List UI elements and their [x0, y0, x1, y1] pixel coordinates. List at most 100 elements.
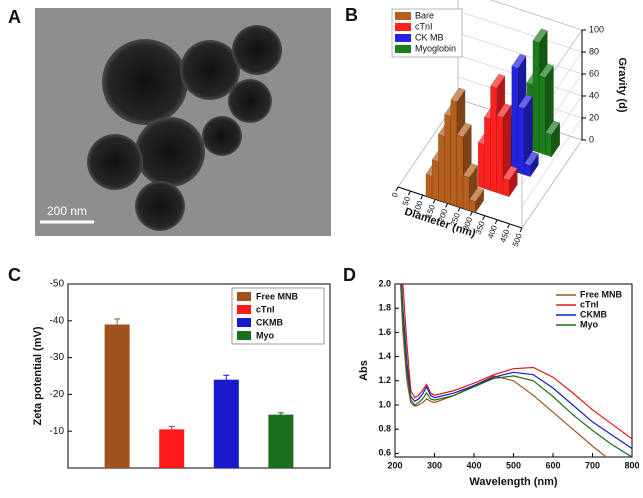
y-tick-label: -20	[50, 389, 65, 400]
x-tick-label: 400	[466, 460, 481, 470]
chart-bar: -50 -40 -30 -20 -10 Zeta potential (mV) Free M…	[32, 279, 331, 469]
y-axis-label: Abs	[358, 360, 370, 381]
bar	[517, 106, 525, 176]
bar-top	[538, 63, 554, 79]
bar	[444, 114, 451, 205]
bar	[431, 159, 439, 201]
panel-label: A	[8, 7, 21, 27]
bar-top	[450, 87, 466, 103]
x-tick-label: 300	[461, 215, 474, 231]
z-tick-label: 100	[589, 24, 604, 34]
x-tick-label: 250	[449, 211, 462, 227]
legend-swatch	[395, 34, 411, 42]
legend-swatch	[237, 331, 251, 340]
panel-label: C	[8, 265, 21, 285]
y-tick-label: 1.4	[378, 351, 391, 361]
particle	[232, 25, 282, 75]
z-tick-label: 0	[589, 134, 594, 144]
legend-swatch	[395, 45, 411, 53]
series-group	[400, 284, 632, 457]
bar	[477, 142, 485, 189]
x-tick-label: 100	[412, 199, 425, 215]
bar	[523, 163, 531, 178]
x-tick-label: 400	[486, 224, 499, 240]
bar	[496, 115, 504, 195]
z-tick-label: 40	[589, 90, 599, 100]
legend-label: Free MNB	[256, 291, 299, 301]
bar	[213, 379, 239, 468]
y-tick-label: 0.6	[378, 448, 391, 458]
legend-swatch	[237, 318, 251, 327]
legend-label: cTnI	[415, 21, 433, 31]
panel-label: B	[345, 5, 358, 25]
x-tick-label: 500	[506, 460, 521, 470]
x-tick-label: 50	[401, 195, 413, 207]
x-tick-label: 300	[427, 460, 442, 470]
bar-top	[468, 187, 485, 202]
z-tick-label: 80	[589, 46, 599, 56]
x-tick	[420, 194, 424, 200]
x-tick	[395, 186, 399, 192]
particle	[102, 39, 188, 125]
bar	[538, 75, 546, 156]
z-tick-label: 60	[589, 68, 599, 78]
bar	[511, 65, 519, 173]
x-tick-label: 200	[387, 460, 402, 470]
legend-swatch	[237, 305, 251, 314]
line	[400, 284, 632, 457]
bar	[490, 85, 497, 193]
legend-label: CKMB	[580, 309, 607, 319]
particle	[228, 79, 272, 123]
legend-label: cTnI	[256, 304, 275, 314]
bar	[469, 199, 476, 213]
particle	[87, 134, 143, 190]
y-tick-label: -50	[50, 279, 65, 290]
bar	[104, 324, 130, 468]
x-tick-label: 200	[436, 207, 449, 223]
particle	[135, 181, 185, 231]
y-tick-label: 1.0	[378, 399, 391, 409]
legend-label: CK MB	[415, 32, 444, 42]
bar	[545, 132, 552, 158]
particle	[180, 40, 240, 100]
legend-label: Myo	[580, 319, 599, 329]
x-tick	[469, 211, 473, 216]
bar	[450, 99, 458, 207]
particle	[135, 117, 205, 187]
x-tick	[494, 219, 498, 225]
x-tick	[432, 199, 436, 204]
x-tick	[482, 215, 486, 220]
bar-top	[456, 122, 472, 138]
bar	[532, 40, 540, 154]
y-tick-label: -30	[50, 352, 65, 363]
x-tick	[519, 227, 523, 233]
legend-label: cTnI	[580, 299, 599, 309]
z-axis-label: Gravity (d)	[616, 57, 628, 112]
x-tick-label: 150	[424, 203, 437, 219]
y-tick-label: 1.6	[378, 327, 391, 337]
legend-swatch	[237, 292, 251, 301]
legend-label: CKMB	[256, 317, 283, 327]
line	[400, 284, 608, 457]
y-tick-label: 0.8	[378, 424, 391, 434]
y-axis-label: Zeta potential (mV)	[32, 326, 44, 425]
z-tick-label: 20	[589, 112, 599, 122]
legend-label: Bare	[415, 10, 434, 20]
bar-top	[523, 151, 539, 167]
x-tick-label: 600	[545, 460, 560, 470]
x-tick-label: 350	[474, 220, 487, 236]
legend-swatch	[395, 12, 411, 20]
bar	[502, 177, 510, 198]
x-axis-label: Wavelength (nm)	[469, 476, 558, 488]
line	[402, 284, 632, 440]
particle	[202, 116, 242, 156]
legend-label: Myo	[256, 330, 275, 340]
legend-label: Myoglobin	[415, 43, 456, 53]
y-tick-label: 1.2	[378, 375, 391, 385]
bar-top	[496, 103, 512, 118]
y-tick-label: -10	[50, 426, 65, 437]
x-tick-label: 450	[498, 228, 511, 244]
